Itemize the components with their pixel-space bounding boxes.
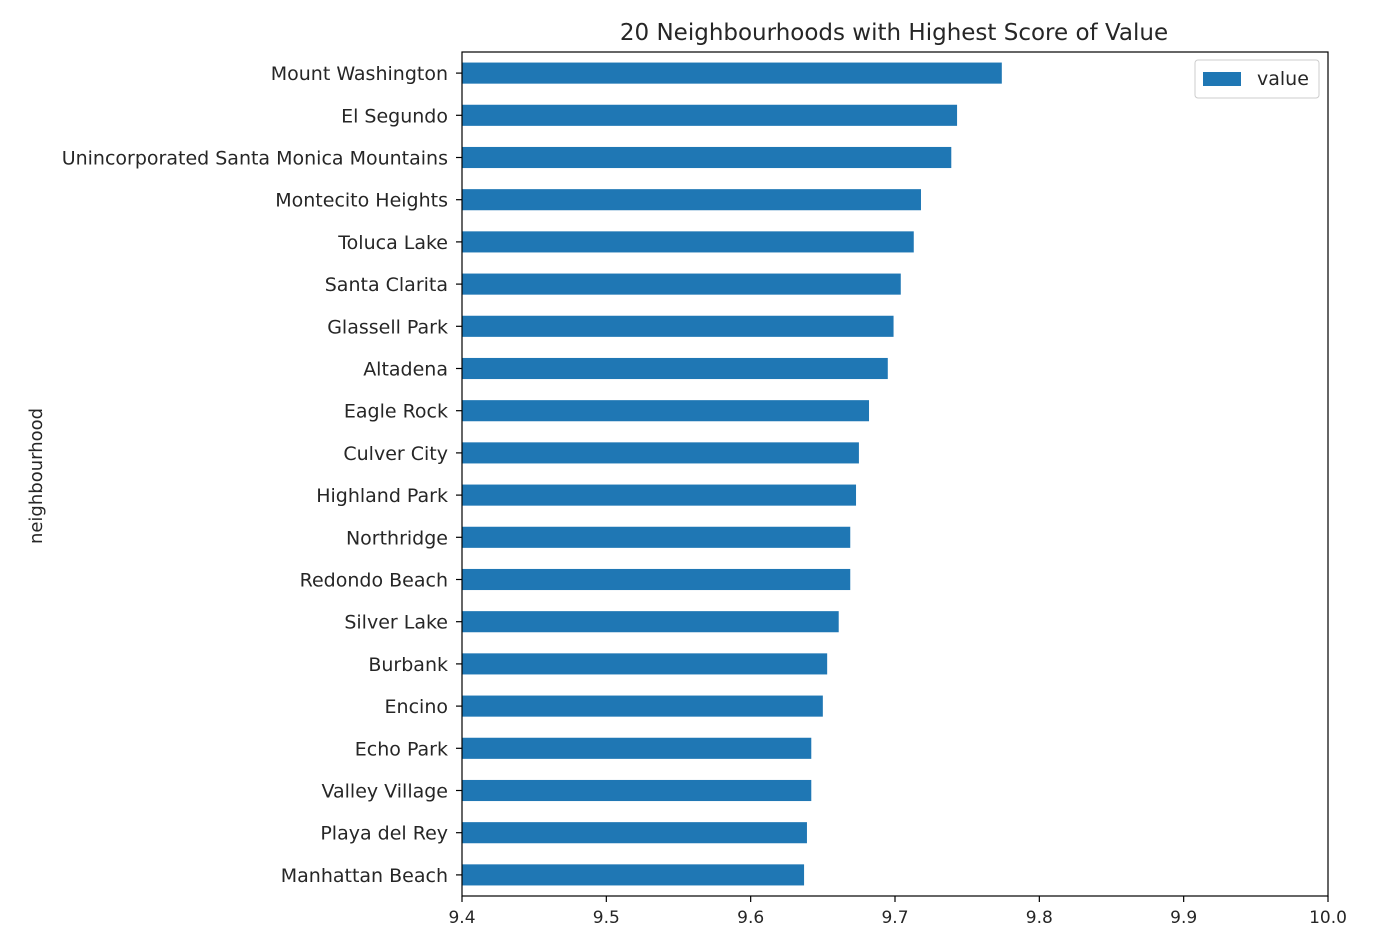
bar xyxy=(462,231,914,253)
bar xyxy=(462,611,839,633)
bar xyxy=(462,864,805,886)
y-axis: Mount Washington El Segundo Unincorporated… xyxy=(62,63,462,887)
bars-group xyxy=(462,62,1002,886)
y-tick-label: Valley Village xyxy=(321,781,448,803)
y-tick-label: Toluca Lake xyxy=(337,232,448,254)
y-tick-label: Glassell Park xyxy=(327,316,448,338)
bar xyxy=(462,526,851,548)
bar xyxy=(462,189,921,211)
chart-title: 20 Neighbourhoods with Highest Score of … xyxy=(620,20,1168,46)
y-tick-label: Northridge xyxy=(346,527,448,549)
legend-box xyxy=(1194,59,1320,99)
bar xyxy=(462,484,857,506)
y-tick-label: Highland Park xyxy=(316,485,448,507)
legend-swatch xyxy=(1203,72,1241,86)
x-tick-label: 9.5 xyxy=(593,908,620,928)
y-tick-label: Culver City xyxy=(343,443,448,465)
y-tick-label: Altadena xyxy=(363,359,448,381)
y-tick-label: Montecito Heights xyxy=(275,190,448,212)
bar xyxy=(462,315,894,337)
bar xyxy=(462,695,823,717)
y-tick-label: El Segundo xyxy=(341,105,448,127)
y-tick-label: Santa Clarita xyxy=(325,274,448,296)
plot-frame xyxy=(461,51,1329,897)
y-tick-label: Eagle Rock xyxy=(344,401,448,423)
y-tick-label: Unincorporated Santa Monica Mountains xyxy=(62,148,448,170)
y-axis-label: neighbourhood xyxy=(26,408,47,544)
y-tick-label: Echo Park xyxy=(355,738,448,760)
legend-label: value xyxy=(1257,68,1309,90)
bar xyxy=(462,62,1002,84)
bar xyxy=(462,273,901,295)
y-tick-label: Manhattan Beach xyxy=(281,865,448,887)
legend: value xyxy=(1194,59,1320,99)
bar xyxy=(462,442,859,464)
bar xyxy=(462,737,812,759)
x-tick-label: 9.8 xyxy=(1026,908,1053,928)
x-tick-label: 9.9 xyxy=(1170,908,1197,928)
y-tick-label: Silver Lake xyxy=(344,612,448,634)
bar xyxy=(462,400,870,422)
y-tick-label: Burbank xyxy=(368,654,448,676)
bar xyxy=(462,357,888,380)
bar xyxy=(462,822,807,844)
x-axis: 9.4 9.5 9.6 9.7 9.8 9.9 10.0 xyxy=(448,896,1347,928)
bar xyxy=(462,146,952,169)
x-tick-label: 10.0 xyxy=(1309,908,1347,928)
y-tick-label: Encino xyxy=(385,696,448,718)
x-tick-label: 9.4 xyxy=(448,908,475,928)
x-tick-label: 9.6 xyxy=(737,908,764,928)
y-tick-label: Redondo Beach xyxy=(300,570,448,592)
y-tick-label: Mount Washington xyxy=(271,63,448,85)
bar xyxy=(462,568,851,591)
x-tick-label: 9.7 xyxy=(881,908,908,928)
bar xyxy=(462,779,812,802)
bar xyxy=(462,104,958,126)
y-tick-label: Playa del Rey xyxy=(320,823,448,845)
bar xyxy=(462,653,828,675)
